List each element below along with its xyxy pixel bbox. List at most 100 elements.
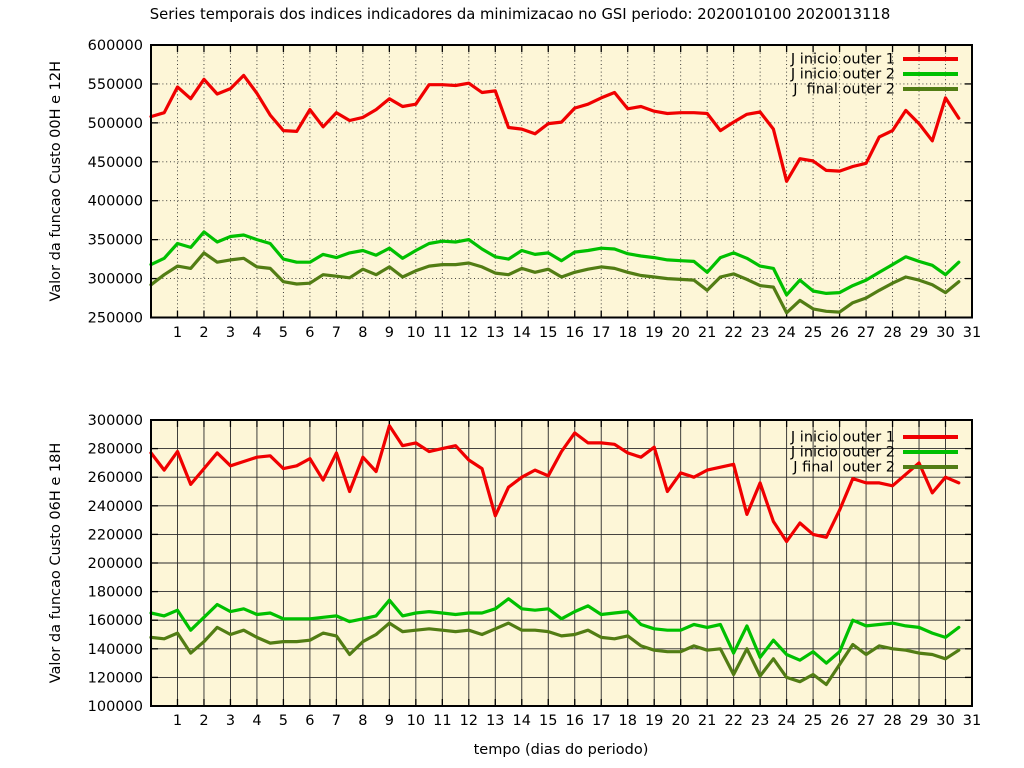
- x-tick-label: 25: [804, 325, 822, 341]
- x-tick-label: 3: [226, 325, 235, 341]
- x-tick-label: 27: [857, 713, 875, 729]
- x-tick-label: 1: [173, 325, 182, 341]
- x-tick-label: 8: [358, 713, 367, 729]
- axis-title-y: Valor da funcao Custo 06H e 18H: [48, 443, 64, 684]
- x-tick-label: 26: [830, 325, 848, 341]
- x-tick-label: 15: [539, 325, 557, 341]
- x-tick-label: 4: [252, 713, 261, 729]
- x-tick-label: 12: [460, 713, 478, 729]
- legend-label: J final outer 2: [792, 82, 895, 98]
- x-tick-label: 20: [671, 713, 689, 729]
- x-tick-label: 14: [513, 713, 531, 729]
- y-tick-label: 300000: [88, 413, 143, 429]
- x-tick-label: 29: [910, 713, 928, 729]
- x-tick-label: 23: [751, 325, 769, 341]
- x-tick-label: 2: [199, 325, 208, 341]
- series-line-j-inicio-outer-2: [149, 597, 961, 665]
- axis-title-y: Valor da funcao Custo 00H e 12H: [48, 61, 64, 302]
- x-tick-label: 25: [804, 713, 822, 729]
- x-tick-label: 29: [910, 325, 928, 341]
- x-tick-label: 31: [963, 325, 981, 341]
- x-tick-label: 1: [173, 713, 182, 729]
- x-tick-label: 4: [252, 325, 261, 341]
- y-tick-label: 250000: [88, 311, 143, 327]
- x-tick-label: 12: [460, 325, 478, 341]
- chart-title: Series temporais dos indices indicadores…: [150, 6, 891, 23]
- x-tick-label: 6: [305, 325, 314, 341]
- panel-border: [150, 44, 973, 319]
- x-tick-label: 24: [777, 713, 795, 729]
- x-tick-label: 11: [433, 325, 451, 341]
- series-line-j-inicio-outer-1: [149, 424, 961, 544]
- x-tick-label: 26: [830, 713, 848, 729]
- x-tick-label: 31: [963, 713, 981, 729]
- x-tick-label: 21: [698, 325, 716, 341]
- x-tick-label: 2: [199, 713, 208, 729]
- y-tick-label: 350000: [88, 233, 143, 249]
- x-tick-label: 19: [645, 713, 663, 729]
- x-tick-label: 18: [618, 325, 636, 341]
- x-tick-label: 17: [592, 325, 610, 341]
- x-tick-label: 9: [385, 713, 394, 729]
- x-tick-label: 16: [566, 713, 584, 729]
- y-tick-label: 300000: [88, 272, 143, 288]
- x-tick-label: 13: [486, 713, 504, 729]
- x-tick-label: 10: [407, 325, 425, 341]
- plot-area: [151, 45, 972, 318]
- x-tick-label: 11: [433, 713, 451, 729]
- x-tick-label: 22: [724, 713, 742, 729]
- x-tick-label: 5: [279, 325, 288, 341]
- x-tick-label: 10: [407, 713, 425, 729]
- series-line-j-final-outer-2: [149, 251, 961, 315]
- x-tick-label: 15: [539, 713, 557, 729]
- x-tick-label: 20: [671, 325, 689, 341]
- panel-border: [150, 419, 973, 707]
- x-tick-label: 27: [857, 325, 875, 341]
- x-tick-label: 5: [279, 713, 288, 729]
- x-tick-label: 7: [332, 325, 341, 341]
- y-tick-label: 100000: [88, 699, 143, 715]
- series-line-j-final-outer-2: [149, 621, 961, 687]
- y-tick-label: 140000: [88, 642, 143, 658]
- x-tick-label: 28: [883, 325, 901, 341]
- y-tick-label: 220000: [88, 527, 143, 543]
- series-line-j-inicio-outer-1: [149, 73, 961, 183]
- y-tick-label: 550000: [88, 77, 143, 93]
- y-tick-label: 500000: [88, 116, 143, 132]
- y-tick-label: 240000: [88, 499, 143, 515]
- y-tick-label: 180000: [88, 585, 143, 601]
- x-tick-label: 6: [305, 713, 314, 729]
- x-tick-label: 17: [592, 713, 610, 729]
- x-tick-label: 28: [883, 713, 901, 729]
- series-line-j-inicio-outer-2: [149, 230, 961, 297]
- y-tick-label: 400000: [88, 194, 143, 210]
- x-tick-label: 19: [645, 325, 663, 341]
- legend-label: J inicio outer 2: [790, 67, 895, 83]
- x-tick-label: 8: [358, 325, 367, 341]
- y-tick-label: 450000: [88, 155, 143, 171]
- x-tick-label: 30: [936, 713, 954, 729]
- x-tick-label: 18: [618, 713, 636, 729]
- x-tick-label: 7: [332, 713, 341, 729]
- x-tick-label: 30: [936, 325, 954, 341]
- legend-label: J inicio outer 1: [790, 52, 895, 68]
- y-tick-label: 260000: [88, 470, 143, 486]
- x-tick-label: 9: [385, 325, 394, 341]
- y-tick-label: 600000: [88, 38, 143, 54]
- legend-label: J inicio outer 2: [790, 445, 895, 461]
- legend-label: J final outer 2: [792, 460, 895, 476]
- x-tick-label: 14: [513, 325, 531, 341]
- y-tick-label: 120000: [88, 670, 143, 686]
- x-tick-label: 23: [751, 713, 769, 729]
- legend-label: J inicio outer 1: [790, 430, 895, 446]
- x-tick-label: 13: [486, 325, 504, 341]
- x-tick-label: 16: [566, 325, 584, 341]
- x-tick-label: 24: [777, 325, 795, 341]
- y-tick-label: 160000: [88, 613, 143, 629]
- x-tick-label: 22: [724, 325, 742, 341]
- y-tick-label: 200000: [88, 556, 143, 572]
- x-tick-label: 3: [226, 713, 235, 729]
- y-tick-label: 280000: [88, 442, 143, 458]
